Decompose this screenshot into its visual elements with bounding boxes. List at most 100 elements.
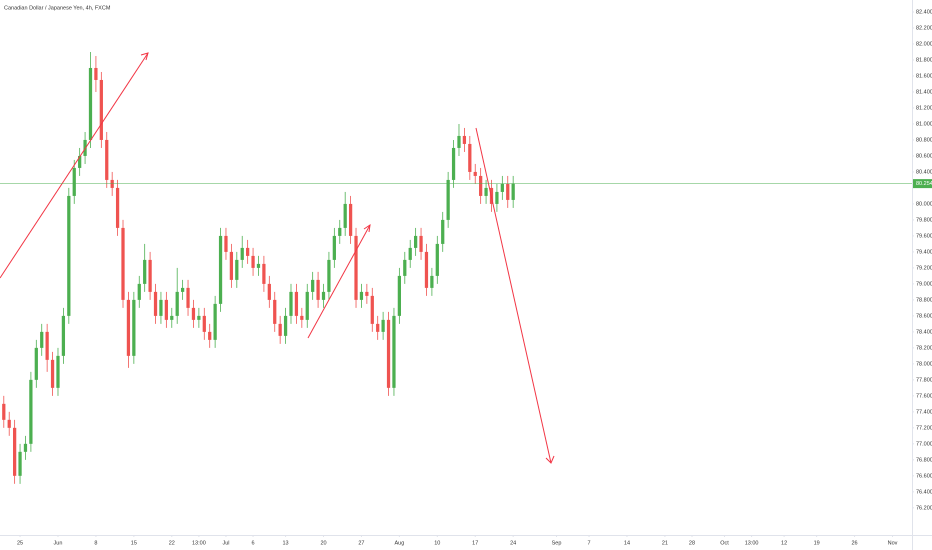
candle-body [403, 259, 407, 276]
candle-body [213, 303, 217, 340]
candle-body [61, 315, 66, 356]
arrow-head [363, 223, 371, 233]
candle-body [164, 299, 168, 320]
candle-body [45, 331, 49, 360]
candle-body [202, 315, 206, 332]
candle-body [94, 67, 98, 80]
candle-body [462, 135, 467, 144]
y-tick-label: 81.400 [916, 89, 932, 95]
y-tick-label: 82.200 [916, 25, 932, 31]
candle-body [229, 251, 234, 280]
y-tick-label: 79.400 [916, 249, 932, 255]
candle-body [208, 331, 212, 340]
candle-body [305, 291, 309, 320]
candle-body [473, 171, 477, 176]
x-tick-label: 8 [94, 540, 97, 546]
candle-body [419, 235, 423, 252]
candle-body [424, 251, 429, 288]
candle-body [224, 235, 228, 252]
candle-body [40, 331, 44, 348]
candle-body [115, 187, 120, 228]
candle-body [78, 155, 82, 168]
candle-body [267, 283, 271, 300]
chart-title: Canadian Dollar / Japanese Yen, 4h, FXCM [4, 5, 111, 11]
candle-body [126, 299, 131, 356]
candle-body [397, 275, 401, 316]
candle-body [311, 279, 315, 292]
candle-body [479, 175, 483, 196]
candle-body [18, 451, 22, 476]
candle-body [500, 183, 504, 192]
candle-body [294, 291, 299, 316]
candle-body [251, 255, 255, 268]
candle-body [197, 315, 201, 320]
candle-body [159, 299, 163, 316]
x-tick-label: 27 [358, 540, 364, 546]
arrow-head [140, 52, 149, 61]
x-tick-label: 6 [252, 540, 255, 546]
x-tick-label: 19 [814, 540, 820, 546]
x-tick-label: Nov [888, 540, 898, 546]
candle-body [392, 315, 396, 388]
y-tick-label: 77.400 [916, 409, 932, 415]
y-tick-label: 78.600 [916, 313, 932, 319]
candle-body [148, 259, 152, 292]
y-tick-label: 77.600 [916, 393, 932, 399]
y-tick-label: 81.800 [916, 57, 932, 63]
candle-body [235, 259, 239, 280]
last-price-label: 80.254 [916, 181, 932, 187]
candle-body [175, 291, 179, 316]
candle-body [511, 183, 515, 200]
candle-body [72, 167, 76, 196]
candle-body [430, 275, 434, 288]
candle-body [354, 235, 358, 300]
y-tick-label: 80.000 [916, 201, 932, 207]
candle-body [29, 379, 33, 444]
candle-body [435, 243, 439, 276]
candle-body [143, 259, 147, 284]
candle-body [370, 295, 374, 324]
y-tick-label: 81.000 [916, 121, 932, 127]
x-tick-label: 22 [169, 540, 175, 546]
x-tick-label: Sep [552, 540, 562, 546]
x-tick-label: 10 [434, 540, 440, 546]
x-tick-label: 14 [624, 540, 630, 546]
candle-body [327, 259, 331, 292]
x-tick-label: 21 [662, 540, 668, 546]
candle-body [359, 291, 364, 300]
candle-body [191, 307, 196, 320]
last-price-box [913, 179, 932, 189]
candle-body [34, 347, 38, 380]
candle-body [256, 263, 261, 268]
candle-body [67, 195, 71, 316]
candle-body [376, 323, 380, 332]
x-tick-label: 17 [472, 540, 478, 546]
y-tick-label: 78.000 [916, 361, 932, 367]
y-tick-label: 79.000 [916, 281, 932, 287]
y-tick-label: 77.200 [916, 425, 932, 431]
candle-body [348, 203, 353, 236]
y-tick-label: 78.800 [916, 297, 932, 303]
y-tick-label: 82.000 [916, 41, 932, 47]
y-tick-label: 82.400 [916, 9, 932, 15]
candle-body [451, 147, 456, 180]
candle-body [300, 315, 304, 320]
candle-body [262, 263, 266, 284]
candle-body [338, 227, 342, 236]
candle-body [343, 203, 347, 228]
x-tick-label: 26 [851, 540, 857, 546]
candle-body [218, 235, 223, 304]
plot-area [2, 51, 515, 484]
candle-body [121, 227, 125, 300]
candle-body [506, 183, 510, 200]
x-tick-label: 13:00 [745, 540, 759, 546]
candle-body [240, 247, 244, 260]
y-tick-label: 79.200 [916, 265, 932, 271]
candle-body [246, 247, 250, 256]
y-tick-label: 77.800 [916, 377, 932, 383]
arrow-line [0, 52, 149, 279]
candle-body [132, 299, 136, 356]
x-tick-label: 13:00 [192, 540, 206, 546]
y-tick-label: 76.800 [916, 457, 932, 463]
candle-body [105, 139, 109, 180]
